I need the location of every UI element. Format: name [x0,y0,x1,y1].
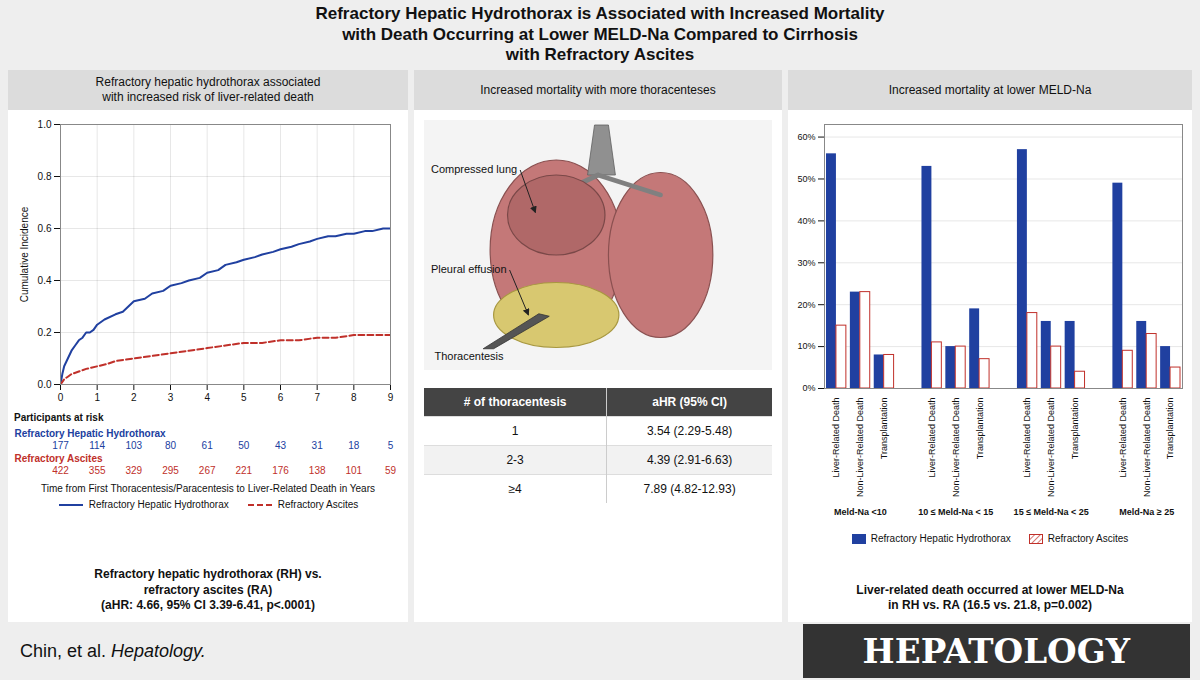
svg-text:8: 8 [351,392,357,403]
svg-text:177: 177 [52,440,69,451]
svg-text:101: 101 [345,465,362,476]
svg-text:Refractory Ascites: Refractory Ascites [15,453,103,464]
svg-text:31: 31 [312,440,324,451]
svg-text:30%: 30% [797,258,815,268]
html-text:Liver-related death occurred a: Liver-related death occurred at lower ME… [856,582,1124,613]
html-text:aHR (95% CI): aHR (95% CI) [652,395,727,409]
svg-text:221: 221 [235,465,252,476]
svg-text:18: 18 [348,440,360,451]
html-text:Refractory hepatic hydrothorax: Refractory hepatic hydrothorax (RH) vs. … [94,567,322,613]
svg-text:43: 43 [275,440,287,451]
svg-text:Transplantation: Transplantation [1165,398,1175,460]
svg-text:59: 59 [385,465,397,476]
svg-text:60%: 60% [797,132,815,142]
svg-text:10%: 10% [797,341,815,351]
html-text:Refractory hepatic hydrothorax: Refractory hepatic hydrothorax associate… [95,75,321,104]
svg-text:1: 1 [94,392,100,403]
svg-text:50: 50 [238,440,250,451]
svg-text:Thoracentesis: Thoracentesis [434,350,504,362]
svg-text:Cumulative Incidence: Cumulative Incidence [19,206,30,302]
svg-text:0.0: 0.0 [38,379,52,390]
svg-text:0.6: 0.6 [38,223,52,234]
svg-text:15 ≤ Meld-Na < 25: 15 ≤ Meld-Na < 25 [1014,507,1089,517]
svg-text:295: 295 [162,465,179,476]
svg-text:Non-Liver-Related Death: Non-Liver-Related Death [1046,398,1056,498]
svg-text:5: 5 [388,440,394,451]
svg-text:329: 329 [125,465,142,476]
html-text:Refractory Hepatic Hydrothorax: Refractory Hepatic Hydrothorax [88,499,229,510]
svg-text:Liver-Related Death: Liver-Related Death [1118,398,1128,478]
html-text:Increased mortality with more: Increased mortality with more thoracente… [480,82,716,97]
svg-text:61: 61 [202,440,214,451]
html-text:≥4: ≥4 [508,482,522,496]
svg-text:3: 3 [168,392,174,403]
svg-text:Non-Liver-Related Death: Non-Liver-Related Death [951,398,961,498]
svg-text:Non-Liver-Related Death: Non-Liver-Related Death [855,398,865,498]
html-text:Refractory Ascites: Refractory Ascites [277,499,359,510]
svg-text:10 ≤ Meld-Na < 15: 10 ≤ Meld-Na < 15 [918,507,993,517]
svg-text:Meld-Na ≥ 25: Meld-Na ≥ 25 [1119,507,1174,517]
svg-text:4: 4 [204,392,210,403]
svg-text:0%: 0% [802,383,815,393]
html-text:Participants at risk: Participants at risk [14,412,104,423]
html-text:# of thoracentesis: # of thoracentesis [463,395,567,409]
svg-text:1.0: 1.0 [38,119,52,130]
svg-text:50%: 50% [797,174,815,184]
svg-text:2: 2 [131,392,137,403]
svg-text:Refractory Hepatic Hydrothorax: Refractory Hepatic Hydrothorax [15,428,167,439]
svg-text:Liver-Related Death: Liver-Related Death [831,398,841,478]
svg-text:267: 267 [199,465,216,476]
svg-text:Transplantation: Transplantation [879,398,889,460]
svg-text:9: 9 [388,392,394,403]
svg-text:355: 355 [89,465,106,476]
html-text:Increased mortality at lower M: Increased mortality at lower MELD-Na [888,82,1092,97]
svg-text:0.4: 0.4 [38,275,52,286]
svg-text:114: 114 [89,440,105,451]
html-text:1: 1 [511,424,519,438]
svg-text:138: 138 [309,465,326,476]
svg-text:422: 422 [52,465,69,476]
html-text:Refractory Ascites: Refractory Ascites [1047,533,1129,544]
html-text:7.89 (4.82-12.93): 7.89 (4.82-12.93) [643,482,736,496]
html-text:Time from First Thoracentesis/: Time from First Thoracentesis/Paracentes… [41,483,375,494]
svg-text:6: 6 [278,392,284,403]
html-text:2-3: 2-3 [506,453,524,467]
svg-text:40%: 40% [797,216,815,226]
svg-text:0.2: 0.2 [38,327,52,338]
svg-text:Non-Liver-Related Death: Non-Liver-Related Death [1142,398,1152,498]
svg-text:Liver-Related Death: Liver-Related Death [1022,398,1032,478]
svg-text:80: 80 [165,440,177,451]
svg-text:103: 103 [125,440,142,451]
svg-text:Transplantation: Transplantation [1070,398,1080,460]
svg-text:0: 0 [58,392,64,403]
svg-text:7: 7 [314,392,320,403]
html-text:3.54 (2.29-5.48): 3.54 (2.29-5.48) [646,424,733,438]
html-text:4.39 (2.91-6.63): 4.39 (2.91-6.63) [646,453,733,467]
svg-text:0.8: 0.8 [38,171,52,182]
svg-text:Meld-Na <10: Meld-Na <10 [834,507,887,517]
svg-text:Transplantation: Transplantation [975,398,985,460]
svg-text:Compressed lung: Compressed lung [431,163,517,175]
svg-text:5: 5 [241,392,247,403]
svg-text:Pleural effusion: Pleural effusion [431,263,507,275]
html-text:Refractory Hepatic Hydrothorax: Refractory Hepatic Hydrothorax [870,533,1011,544]
svg-text:Liver-Related Death: Liver-Related Death [927,398,937,478]
html-text:Chin, et al. Hepatology.: Chin, et al. Hepatology. [20,640,206,661]
svg-text:20%: 20% [797,300,815,310]
svg-text:176: 176 [272,465,289,476]
html-text:HEPATOLOGY: HEPATOLOGY [862,631,1130,671]
html-text:Refractory Hepatic Hydrothorax: Refractory Hepatic Hydrothorax is Associ… [315,4,885,65]
